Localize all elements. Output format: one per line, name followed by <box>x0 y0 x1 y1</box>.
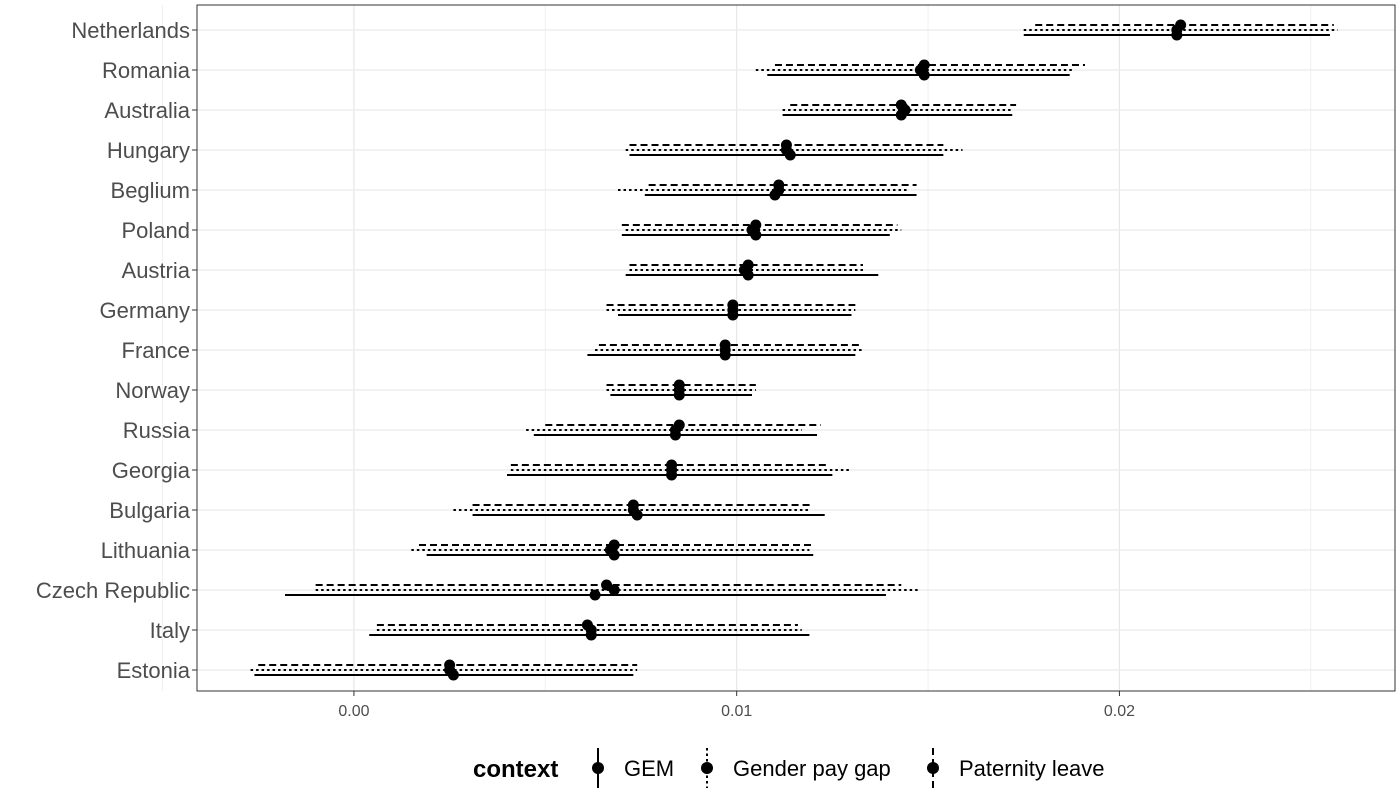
legend-key-point <box>927 762 939 774</box>
point-paternity-leave <box>601 579 613 591</box>
y-axis: Netherlands Romania Australia Hungary Begliu… <box>36 18 197 683</box>
y-tick-label: Hungary <box>107 138 190 163</box>
point-paternity-leave <box>444 659 456 671</box>
point-paternity-leave <box>719 339 731 351</box>
point-paternity-leave <box>581 619 593 631</box>
legend: context GEM Gender pay gap Paternity leave <box>473 748 1105 788</box>
panel-border <box>196 4 1396 692</box>
point-paternity-leave <box>773 179 785 191</box>
point-paternity-leave <box>673 419 685 431</box>
grid <box>162 5 1395 691</box>
x-tick-label: 0.02 <box>1104 703 1135 720</box>
point-paternity-leave <box>608 539 620 551</box>
y-tick-label: Norway <box>115 378 190 403</box>
y-tick-label: Germany <box>100 298 190 323</box>
x-tick-label: 0.01 <box>721 703 752 720</box>
point-gem <box>589 589 601 601</box>
point-paternity-leave <box>1175 19 1187 31</box>
y-tick-label: Estonia <box>117 658 191 683</box>
legend-title: context <box>473 756 558 783</box>
y-tick-label: Beglium <box>111 178 190 203</box>
legend-key-point <box>701 762 713 774</box>
y-tick-label: Bulgaria <box>109 498 190 523</box>
point-paternity-leave <box>727 299 739 311</box>
x-axis: 0.00 0.01 0.02 <box>338 691 1135 720</box>
y-tick-label: Russia <box>123 418 191 443</box>
point-paternity-leave <box>750 219 762 231</box>
point-paternity-leave <box>742 259 754 271</box>
y-tick-label: Italy <box>150 618 190 643</box>
points <box>444 19 1187 681</box>
x-tick-label: 0.00 <box>338 703 369 720</box>
legend-key-point <box>592 762 604 774</box>
y-tick-label: France <box>122 338 190 363</box>
y-tick-label: Romania <box>102 58 191 83</box>
y-tick-label: Netherlands <box>71 18 190 43</box>
y-tick-label: Australia <box>104 98 190 123</box>
point-paternity-leave <box>666 459 678 471</box>
point-paternity-leave <box>673 379 685 391</box>
y-tick-label: Austria <box>122 258 191 283</box>
y-tick-label: Czech Republic <box>36 578 190 603</box>
y-tick-label: Poland <box>121 218 190 243</box>
point-paternity-leave <box>918 59 930 71</box>
point-paternity-leave <box>780 139 792 151</box>
legend-label: Gender pay gap <box>733 756 891 781</box>
point-paternity-leave <box>895 99 907 111</box>
legend-label: GEM <box>624 756 674 781</box>
y-tick-label: Georgia <box>112 458 191 483</box>
point-paternity-leave <box>627 499 639 511</box>
legend-label: Paternity leave <box>959 756 1105 781</box>
y-tick-label: Lithuania <box>101 538 191 563</box>
